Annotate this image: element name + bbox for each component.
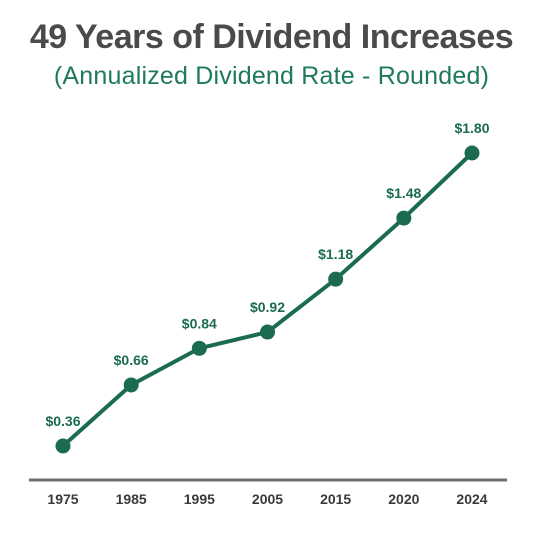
x-tick-label-2024: 2024 bbox=[456, 491, 487, 507]
data-point-2005 bbox=[260, 324, 275, 340]
chart-subtitle: (Annualized Dividend Rate - Rounded) bbox=[53, 62, 490, 90]
data-points bbox=[55, 145, 480, 454]
data-label-2015: $1.18 bbox=[318, 246, 353, 262]
data-label-2024: $1.80 bbox=[454, 120, 489, 136]
data-label-1985: $0.66 bbox=[114, 352, 149, 368]
data-point-1985 bbox=[123, 377, 139, 393]
data-point-2020 bbox=[396, 210, 412, 226]
x-tick-labels: 1975 1985 1995 2005 2015 2020 2024 bbox=[47, 491, 487, 507]
x-tick-label-1985: 1985 bbox=[116, 491, 147, 507]
data-label-1995: $0.84 bbox=[182, 315, 217, 331]
data-point-1975 bbox=[55, 438, 71, 454]
data-point-2024 bbox=[464, 145, 480, 161]
data-point-2015 bbox=[328, 271, 344, 287]
x-tick-label-2020: 2020 bbox=[388, 491, 419, 507]
x-tick-label-1975: 1975 bbox=[47, 491, 78, 507]
data-point-1995 bbox=[191, 340, 207, 356]
x-tick-label-2005: 2005 bbox=[252, 491, 283, 507]
x-tick-label-2015: 2015 bbox=[320, 491, 351, 507]
data-labels: $0.36 $0.66 $0.84 $0.92 $1.18 $1.48 $1.80 bbox=[45, 120, 489, 429]
data-label-2005: $0.92 bbox=[250, 299, 285, 315]
data-label-2020: $1.48 bbox=[386, 185, 421, 201]
chart-title: 49 Years of Dividend Increases bbox=[29, 18, 514, 56]
data-label-1975: $0.36 bbox=[45, 413, 80, 429]
x-tick-label-1995: 1995 bbox=[184, 491, 215, 507]
